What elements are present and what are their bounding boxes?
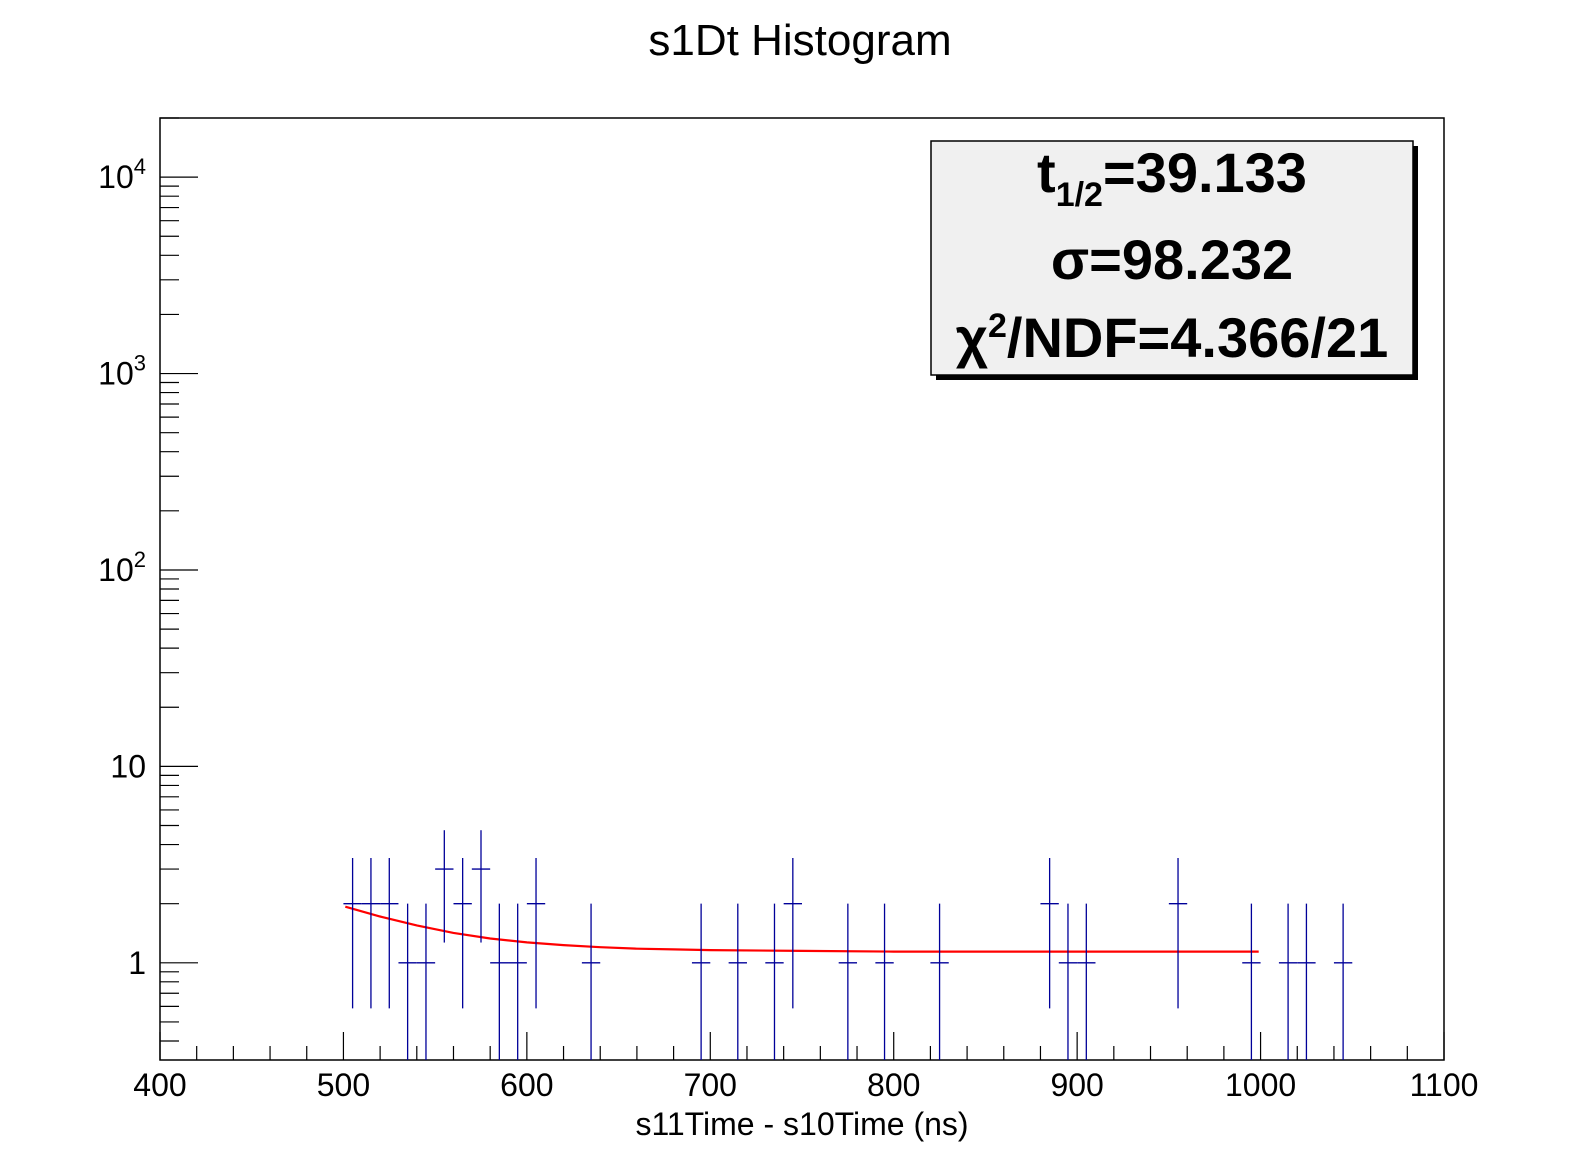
data-point — [380, 858, 399, 1009]
y-tick-base: 10 — [98, 159, 134, 195]
stats-chi2-symbol: χ — [956, 306, 988, 369]
x-tick-label: 1000 — [1225, 1067, 1296, 1103]
data-point — [581, 903, 601, 1060]
y-tick-label: 10 — [110, 748, 146, 784]
y-tick-exponent: 2 — [134, 547, 146, 572]
data-point — [1168, 858, 1188, 1009]
data-point — [728, 903, 747, 1060]
stats-half-life: t1/2=39.133 — [1037, 141, 1307, 214]
data-point — [508, 903, 527, 1060]
data-point — [343, 858, 362, 1009]
y-tick-exponent: 4 — [134, 154, 146, 179]
stats-half-life-symbol: t — [1037, 141, 1056, 204]
stats-sigma: σ=98.232 — [1051, 228, 1293, 291]
stats-half-life-value: =39.133 — [1103, 141, 1307, 204]
y-tick-label: 103 — [98, 351, 146, 392]
x-axis-title: s11Time - s10Time (ns) — [635, 1106, 968, 1142]
data-point — [1077, 903, 1096, 1060]
stats-half-life-sub: 1/2 — [1056, 176, 1103, 214]
x-tick-label: 800 — [867, 1067, 920, 1103]
y-tick-label: 104 — [98, 154, 146, 195]
stats-chi2-value: /NDF=4.366/21 — [1007, 306, 1388, 369]
data-point — [1040, 858, 1059, 1009]
data-point — [1242, 903, 1261, 1060]
y-tick-label: 1 — [128, 945, 146, 981]
y-tick-base: 10 — [98, 552, 134, 588]
fit-curve — [345, 905, 1259, 953]
data-point — [435, 830, 454, 943]
chart-title: s1Dt Histogram — [648, 16, 951, 65]
y-tick-base: 10 — [110, 748, 146, 784]
data-point — [526, 858, 546, 1009]
x-tick-label: 700 — [684, 1067, 737, 1103]
data-point — [783, 858, 802, 1009]
data-point — [398, 903, 417, 1060]
axis-ticks — [159, 117, 1445, 1060]
y-tick-exponent: 3 — [134, 351, 146, 376]
stats-box: t1/2=39.133 σ=98.232 χ2/NDF=4.366/21 — [930, 140, 1418, 380]
x-tick-label: 500 — [317, 1067, 370, 1103]
y-tick-label: 102 — [98, 547, 146, 588]
stats-chi2-sup: 2 — [988, 307, 1007, 345]
fit-layer — [345, 905, 1259, 953]
data-points — [343, 830, 1353, 1060]
stats-chi2: χ2/NDF=4.366/21 — [956, 306, 1389, 369]
x-tick-label: 1100 — [1410, 1067, 1479, 1103]
stats-box-panel — [930, 140, 1414, 376]
data-point — [838, 903, 858, 1060]
data-point — [765, 903, 784, 1060]
data-point — [416, 903, 436, 1060]
data-point — [1058, 903, 1078, 1060]
data-point — [490, 903, 509, 1060]
data-point — [691, 903, 711, 1060]
y-tick-base: 10 — [98, 356, 134, 392]
y-tick-base: 1 — [128, 945, 146, 981]
data-point — [471, 830, 491, 943]
data-point — [361, 858, 381, 1009]
data-point — [1333, 903, 1353, 1060]
data-point — [453, 858, 472, 1009]
x-tick-label: 600 — [500, 1067, 553, 1103]
x-tick-label: 400 — [133, 1067, 186, 1103]
x-tick-label: 900 — [1050, 1067, 1103, 1103]
data-point — [930, 903, 949, 1060]
data-point — [1297, 903, 1316, 1060]
data-point — [1278, 903, 1298, 1060]
data-point — [875, 903, 894, 1060]
